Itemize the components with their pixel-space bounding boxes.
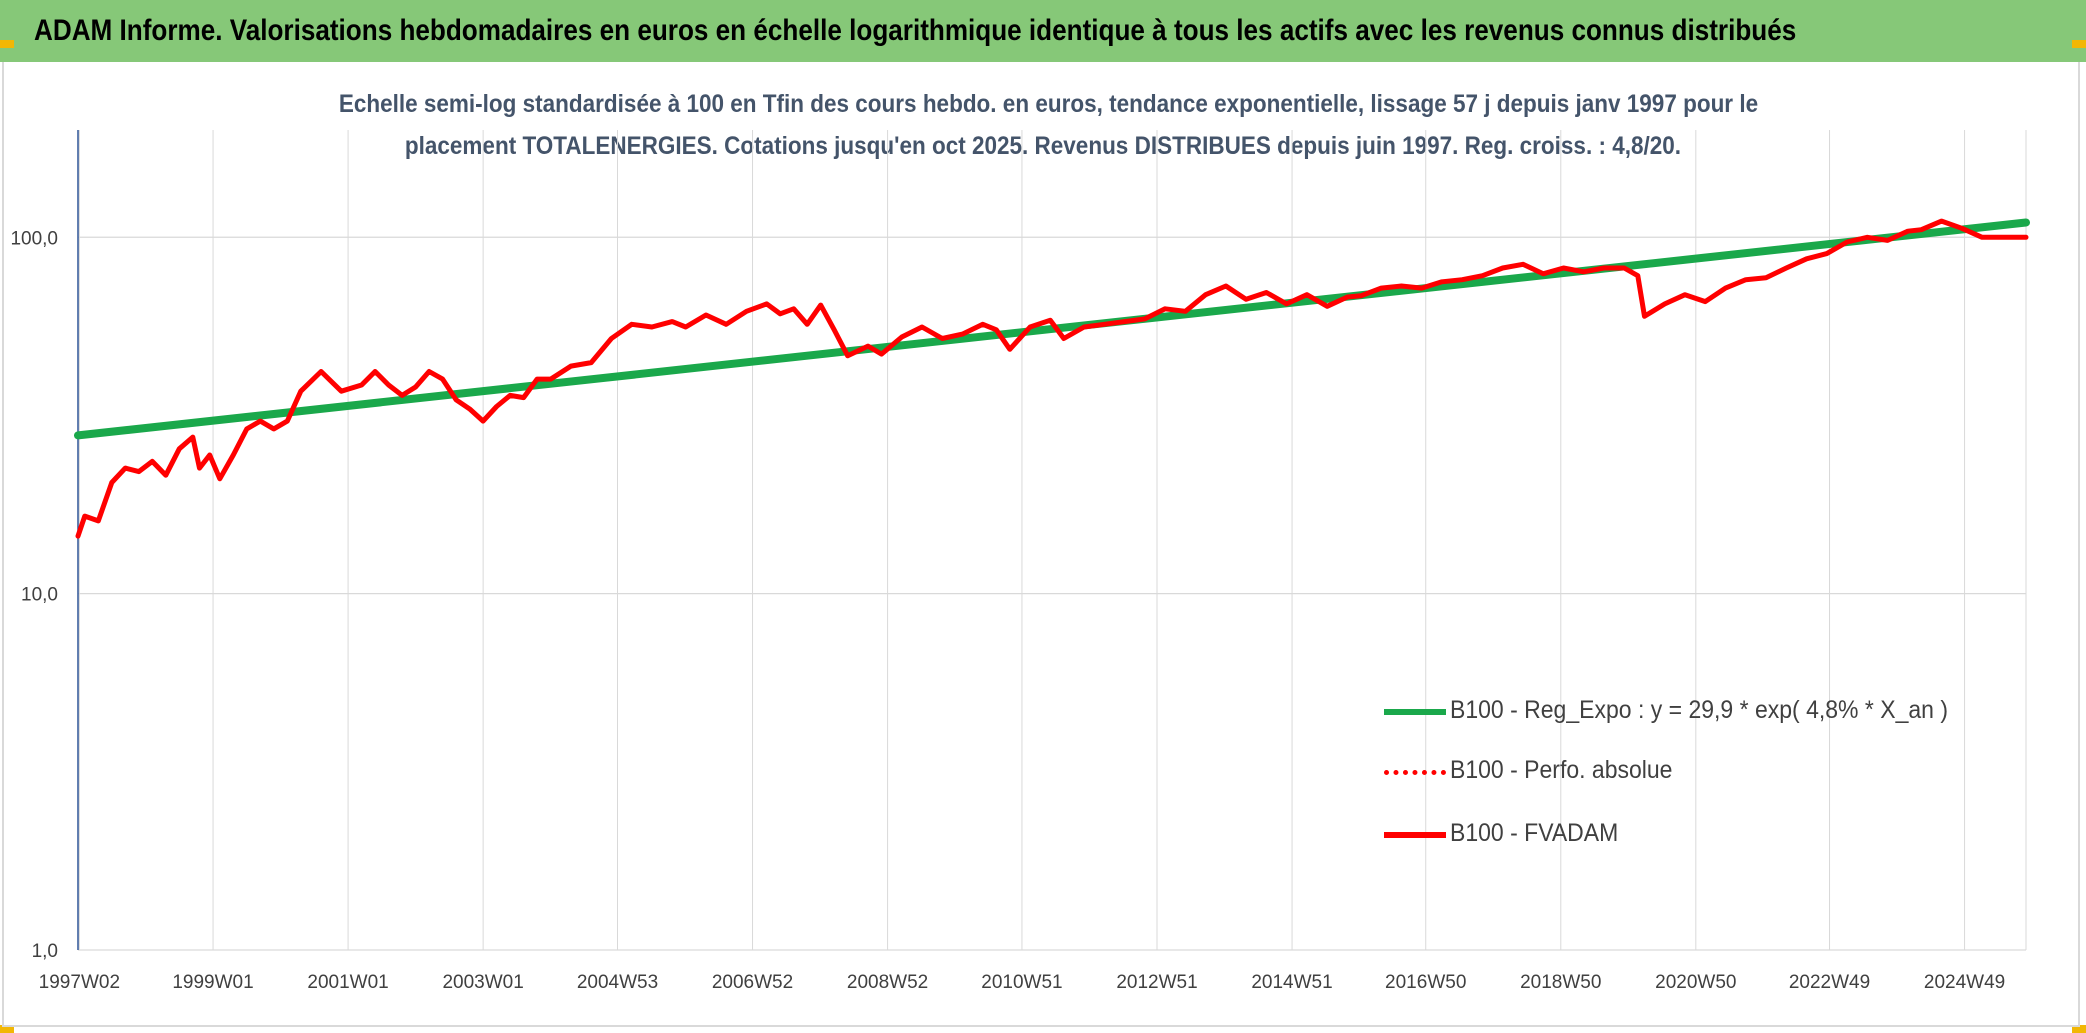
x-tick-label: 2004W53: [577, 972, 658, 993]
x-tick-label: 2012W51: [1116, 972, 1197, 993]
corner-accent-bottom-left: [0, 1025, 14, 1033]
series-layer: [74, 218, 2030, 539]
y-tick-label: 10,0: [21, 585, 58, 606]
corner-accent-bottom-right: [2072, 1025, 2086, 1033]
chart-frame: [2, 62, 2080, 1027]
x-tick-label: 2018W50: [1520, 972, 1601, 993]
legend-swatch-red-dotted: [1384, 770, 1446, 775]
x-tick-label: 2016W50: [1385, 972, 1466, 993]
x-tick-label: 2024W49: [1924, 972, 2005, 993]
report-banner: ADAM Informe. Valorisations hebdomadaire…: [0, 0, 2086, 62]
legend-label-fvadam: B100 - FVADAM: [1450, 819, 1619, 847]
chart-title-line-1: Echelle semi-log standardisée à 100 en T…: [338, 90, 1759, 118]
x-tick-label: 2003W01: [442, 972, 523, 993]
legend-swatch-green-line: [1384, 709, 1446, 715]
corner-accent-left: [0, 40, 14, 48]
x-tick-label: 1997W02: [39, 972, 120, 993]
y-tick-label: 100,0: [10, 228, 58, 249]
x-tick-label: 2006W52: [712, 972, 793, 993]
x-tick-label: 2001W01: [307, 972, 388, 993]
x-tick-label: 1999W01: [172, 972, 253, 993]
grid-layer: [78, 130, 2027, 951]
x-tick-label: 2022W49: [1789, 972, 1870, 993]
report-title: ADAM Informe. Valorisations hebdomadaire…: [34, 14, 1797, 47]
corner-accent-right: [2072, 40, 2086, 48]
series-line-0: [74, 218, 2030, 440]
x-tick-label: 2014W51: [1251, 972, 1332, 993]
y-tick-label: 1,0: [32, 941, 58, 962]
legend-swatch-red-line: [1384, 832, 1446, 838]
legend-label-perfo-absolue: B100 - Perfo. absolue: [1450, 756, 1673, 784]
x-tick-label: 2020W50: [1655, 972, 1736, 993]
legend-label-reg-expo: B100 - Reg_Expo : y = 29,9 * exp( 4,8% *…: [1450, 696, 1948, 724]
x-tick-label: 2010W51: [981, 972, 1062, 993]
x-tick-label: 2008W52: [847, 972, 928, 993]
tick-labels-layer: 1997W02 1999W01 2001W01 2003W01 2004W53 2006W…: [10, 228, 2005, 993]
series-line-2: [75, 218, 2029, 539]
